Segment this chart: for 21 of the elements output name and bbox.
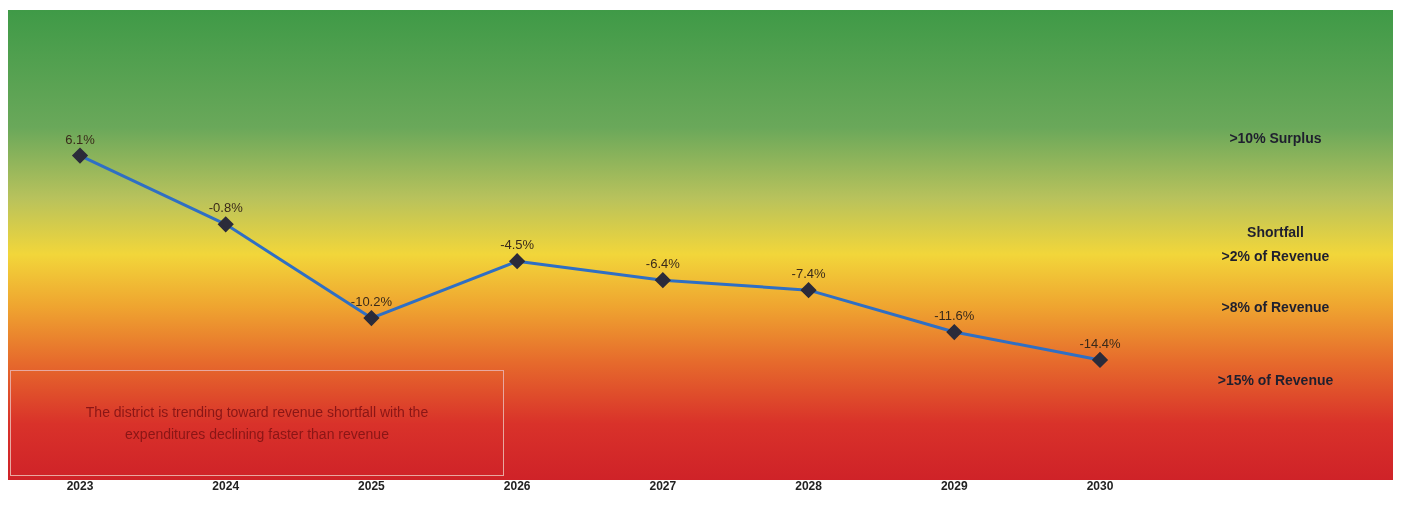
data-label: 6.1%	[65, 131, 96, 147]
data-label: -6.4%	[645, 256, 681, 272]
x-tick-label: 2026	[503, 479, 531, 494]
text: >15% of Revenue	[1216, 371, 1335, 390]
data-label: -11.6%	[934, 308, 975, 324]
text: >10% Surplus	[1228, 129, 1323, 148]
text: >8% of Revenue	[1220, 298, 1331, 317]
x-tick-label: 2025	[358, 479, 386, 494]
data-label: -4.5%	[500, 237, 535, 253]
x-tick-label: 2024	[212, 479, 240, 494]
data-label: -7.4%	[791, 266, 826, 282]
data-label: -10.2%	[350, 294, 393, 310]
x-tick-label: 2030	[1086, 479, 1114, 494]
data-label: -14.4%	[1079, 336, 1122, 352]
x-tick-label: 2027	[649, 479, 677, 494]
data-label: -0.8%	[208, 200, 244, 216]
x-tick-label: 2029	[940, 479, 968, 494]
text: Shortfall >2% of Revenue	[1220, 223, 1331, 266]
x-tick-label: 2028	[795, 479, 823, 494]
x-tick-label: 2023	[66, 479, 94, 494]
text: The district is trending toward revenue shortfall with the expenditures declining faster than revenue	[10, 370, 504, 476]
